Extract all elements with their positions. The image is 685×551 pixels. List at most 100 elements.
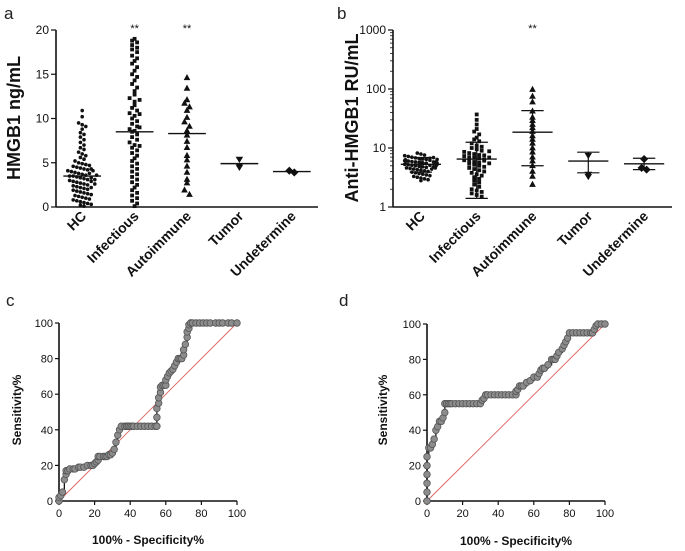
chart-a-point [71,198,76,202]
chart-c-xtick-label: 0 [56,508,62,520]
chart-a-point [89,202,94,207]
chart-b-point [472,137,477,142]
chart-c-roc-point [181,340,190,349]
chart-a-point [74,165,79,169]
chart-a-point [137,112,142,116]
chart-a-point [130,82,134,86]
chart-d-ytick-label: 60 [409,390,421,402]
chart-a-ytick-label: 5 [42,156,49,170]
chart-a-point [130,38,134,43]
chart-c-roc-point [153,422,161,430]
chart-b-point [529,85,536,92]
chart-a-point [132,103,137,108]
chart-a-point [78,166,83,170]
chart-a-point [82,132,86,137]
chart-a-point [132,99,137,104]
chart-b-point [408,166,412,171]
chart-a-point [82,137,86,142]
chart-a-point [130,145,134,150]
chart-a-point [73,170,77,175]
chart-a-point [132,89,137,93]
chart-a-point [80,161,85,166]
chart-a-point [135,161,139,166]
chart-a-point [71,164,76,169]
chart-a-point [135,167,139,171]
chart-a-point [85,187,90,192]
chart-a-point [83,162,88,167]
chart-b-point [469,141,474,146]
chart-b-point [426,177,430,182]
chart-a-point [89,179,94,184]
chart-a-point [130,43,134,47]
chart-b-point [413,160,418,164]
chart-b-point [426,169,430,174]
chart-a-point [135,124,139,129]
chart-a-point [130,61,134,66]
chart-a-point [69,169,74,174]
chart-b-point [477,139,482,144]
chart-a-point [78,185,83,190]
chart-b-point [477,180,482,185]
chart-d-roc-point [423,497,431,505]
chart-a-point [135,56,139,61]
chart-b-point [474,112,479,117]
chart-b-point [637,163,646,172]
chart-a-point [127,96,132,101]
chart-c-xtick-label: 20 [88,508,100,520]
chart-a-point [78,140,83,145]
chart-b-category-label: Tumor [554,207,596,249]
chart-a-point [135,172,139,177]
chart-a-point [130,53,134,58]
chart-d-ylabel: Sensitivity% [376,374,390,445]
chart-a-point [130,169,134,174]
chart-b-point [415,167,420,172]
chart-a-point [132,68,137,73]
chart-a-point [89,175,94,180]
chart-a-category-label: HC [64,208,90,234]
chart-b-point [482,164,487,169]
chart-b-point [424,173,429,177]
chart-a-point [76,160,81,165]
chart-b-category-label: Infectious [426,208,484,266]
chart-a-point [85,177,90,182]
chart-a-point [85,168,90,172]
chart-a-point [76,121,81,125]
chart-a-point [74,199,79,203]
chart-b-point [472,178,477,183]
chart-a-point [78,130,83,135]
chart-b-point [479,173,484,178]
chart-a-point [80,152,85,156]
chart-a-ytick-label: 20 [36,23,50,37]
chart-b-point [467,151,472,155]
chart-a-point [76,150,81,154]
chart-a-point [135,40,139,45]
chart-b-point [479,148,484,153]
chart-c-ytick-label: 40 [41,425,53,437]
chart-d-xtick-label: 20 [456,508,468,520]
chart-b-point [411,167,416,171]
chart-a-point [78,145,83,150]
chart-a-point [73,159,77,163]
chart-a-point [135,196,139,201]
chart-a-point [135,65,139,70]
chart-a-point [76,194,81,199]
chart-a-point [130,193,134,198]
chart-c-xlabel: 100% - Specificity% [92,533,204,547]
chart-c-roc-point [58,488,67,496]
chart-a-point [85,183,90,187]
chart-a-point [78,199,83,204]
chart-b-point [482,169,487,174]
chart-a-point [132,78,137,83]
chart-b-point [474,135,479,140]
chart-a-point [130,151,134,155]
chart-a-point [82,186,86,191]
chart-d-roc-point [423,461,431,470]
chart-b-point [462,158,467,163]
chart-a-point [235,156,244,163]
chart-b-point [410,159,414,164]
chart-a-point [78,190,83,194]
chart-a-ytick-label: 0 [42,200,49,214]
chart-a-point [183,113,191,120]
chart-b-point [472,160,477,164]
chart-b-point [417,160,421,165]
